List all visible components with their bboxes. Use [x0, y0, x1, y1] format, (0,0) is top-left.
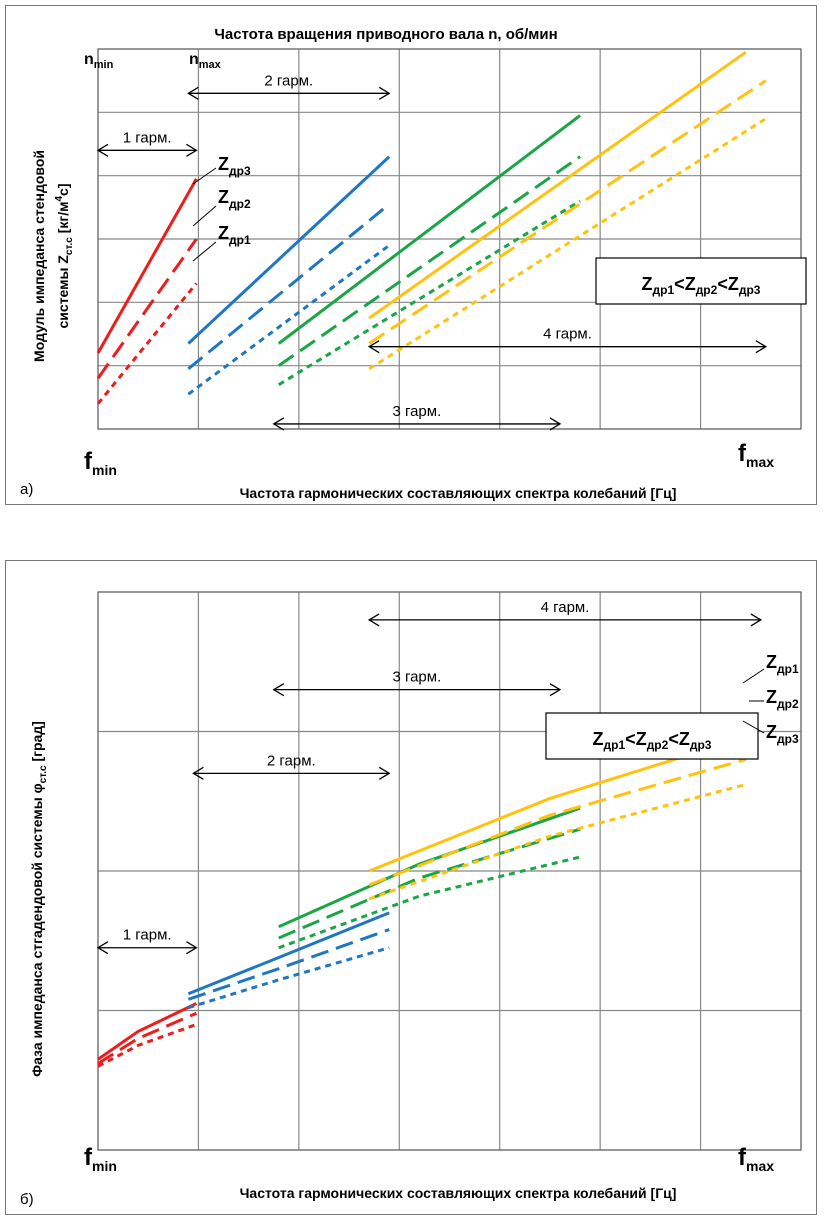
arrowhead-left	[96, 941, 109, 955]
chart-a-series	[96, 50, 767, 405]
arrowhead-left	[367, 340, 380, 354]
arrowhead-left	[272, 417, 285, 431]
svg-text:Zдр1<Zдр2<Zдр3: Zдр1<Zдр2<Zдр3	[593, 729, 712, 752]
series-harmonic-2-short	[187, 244, 391, 396]
series-harmonic-1-long	[97, 1011, 198, 1065]
series-harmonic-2-long	[187, 928, 390, 1001]
arrowhead-left	[367, 613, 380, 627]
chart-a-harmonic-ranges: 1 гарм. 2 гарм. 3 гарм. 4 гарм.	[96, 72, 768, 431]
svg-text:Zдр3: Zдр3	[218, 154, 251, 178]
curve-label-b-zdr2: Zдр2	[749, 687, 799, 711]
curve-label-b-zdr1: Zдр1	[742, 652, 799, 684]
chart-b-svg: 1 гарм. 2 гарм. 3 гарм. 4 гарм. Фаза импеда…	[20, 591, 802, 1208]
series-harmonic-3-long	[277, 155, 581, 367]
harmonic-range-label: 2 гарм.	[267, 752, 316, 769]
arrowhead-right	[378, 86, 391, 100]
curve-label-a-zdr1: Zдр1	[192, 223, 251, 262]
chart-b-series	[97, 735, 747, 1068]
harmonic-range-label: 3 гарм.	[392, 669, 441, 686]
series-harmonic-1-short	[96, 282, 198, 405]
panel-b-label: б)	[20, 1191, 34, 1208]
harmonic-range-label: 2 гарм.	[264, 72, 313, 89]
harmonic-range-label: 1 гарм.	[123, 927, 172, 944]
curve-label-a-zdr3: Zдр3	[192, 154, 251, 185]
chart-a-top-title: Частота вращения приводного вала n, об/м…	[214, 26, 557, 43]
svg-text:Zдр1: Zдр1	[218, 223, 251, 247]
chart-b-xlabel: Частота гармонических составляющих спект…	[240, 1185, 677, 1201]
svg-text:Zдр2: Zдр2	[218, 187, 251, 211]
svg-text:Zдр1: Zдр1	[766, 652, 799, 676]
curve-label-a-zdr2: Zдр2	[192, 187, 251, 227]
series-harmonic-4-solid	[368, 50, 747, 320]
arrowhead-left	[187, 86, 199, 100]
series-harmonic-1-long	[96, 238, 198, 380]
series-harmonic-2-long	[187, 203, 391, 370]
series-harmonic-2-solid	[187, 911, 390, 996]
panel-a-label: а)	[20, 481, 33, 498]
f-min-label-b: fmin	[84, 1144, 117, 1174]
chart-b-grid	[97, 591, 802, 1151]
n-max-label: nmax	[189, 51, 222, 71]
svg-text:Zдр1<Zдр2<Zдр3: Zдр1<Zдр2<Zдр3	[642, 274, 761, 297]
series-harmonic-3-short	[278, 855, 581, 950]
arrowhead-left	[192, 766, 204, 780]
arrowhead-left	[272, 683, 285, 697]
harmonic-range-label: 4 гарм.	[543, 326, 592, 343]
chart-a-svg: 1 гарм. 2 гарм. 3 гарм. 4 гарм. Частота вра…	[20, 26, 807, 501]
chart-a-xlabel: Частота гармонических составляющих спект…	[240, 485, 677, 501]
series-harmonic-4-short	[368, 783, 747, 901]
plot-area-border	[97, 591, 802, 1151]
f-max-label-a: fmax	[738, 440, 774, 470]
f-max-label-b: fmax	[738, 1144, 774, 1174]
harmonic-range-label: 3 гарм.	[392, 403, 441, 420]
legend-box-a: Zдр1<Zдр2<Zдр3	[595, 257, 807, 305]
series-harmonic-2-short	[187, 946, 390, 1010]
chart-a-ylabel-line2: системы Zст.с [кг/м4с]	[54, 184, 75, 329]
series-harmonic-4-long	[368, 79, 767, 345]
svg-text:Zдр2: Zдр2	[766, 687, 799, 711]
series-harmonic-4-long	[368, 757, 747, 887]
arrowhead-right	[755, 340, 768, 354]
series-harmonic-1-short	[97, 1023, 197, 1068]
harmonic-range-label: 1 гарм.	[123, 129, 172, 146]
arrowhead-right	[549, 417, 562, 431]
series-harmonic-1-solid	[97, 1002, 198, 1061]
f-min-label-a: fmin	[84, 448, 117, 478]
harmonic-range-label: 4 гарм.	[541, 599, 590, 616]
chart-panel-b: 1 гарм. 2 гарм. 3 гарм. 4 гарм. Фаза импеда…	[5, 560, 817, 1215]
plot-area-border	[97, 48, 802, 430]
curve-label-b-zdr3: Zдр3	[742, 720, 799, 746]
series-harmonic-3-solid	[277, 114, 581, 345]
arrowhead-right	[750, 613, 763, 627]
arrowhead-right	[549, 683, 562, 697]
chart-a-grid	[97, 48, 802, 430]
arrowhead-right	[186, 941, 198, 955]
chart-b-harmonic-ranges: 1 гарм. 2 гарм. 3 гарм. 4 гарм.	[96, 599, 763, 955]
arrowhead-right	[378, 766, 391, 780]
series-harmonic-2-solid	[187, 155, 391, 345]
svg-text:Zдр3: Zдр3	[766, 722, 799, 746]
series-harmonic-4-short	[368, 117, 767, 371]
chart-b-ylabel: Фаза импеданса стгадендовой системы φст.…	[29, 721, 49, 1077]
n-min-label: nmin	[84, 51, 114, 71]
chart-panel-a: 1 гарм. 2 гарм. 3 гарм. 4 гарм. Частота вра…	[5, 5, 817, 505]
arrowhead-left	[96, 143, 109, 157]
legend-box-b: Zдр1<Zдр2<Zдр3	[545, 712, 759, 760]
arrowhead-right	[186, 143, 198, 157]
series-harmonic-3-short	[277, 199, 581, 386]
series-harmonic-1-solid	[96, 178, 198, 354]
chart-a-ylabel-line1: Модуль импеданса стендовой	[31, 150, 47, 362]
